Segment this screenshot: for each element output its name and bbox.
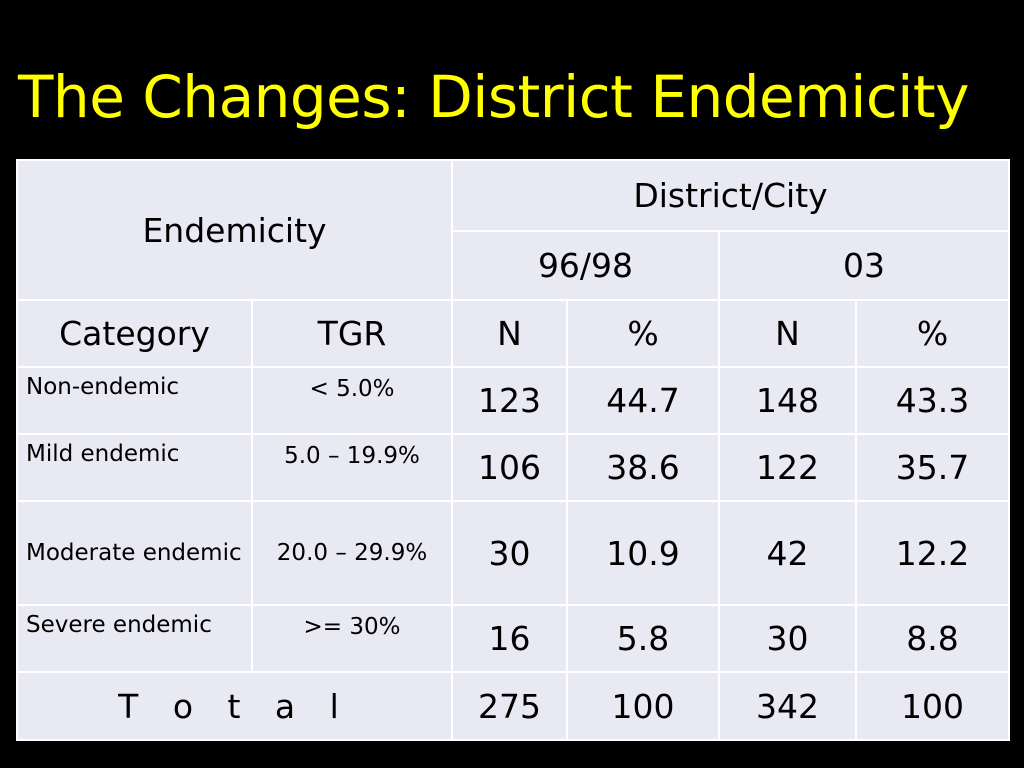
col-category: Category [16, 299, 253, 368]
row-category: Moderate endemic [16, 500, 253, 606]
row-n-96-98: 123 [451, 366, 568, 435]
total-label: T o t a l [16, 671, 453, 741]
header-period-96-98: 96/98 [451, 230, 720, 301]
col-pct-96-98: % [566, 299, 720, 368]
total-n-03: 342 [718, 671, 857, 741]
table-row: Non-endemic < 5.0% 123 44.7 148 43.3 [16, 366, 1011, 435]
row-pct-03: 8.8 [854, 604, 1011, 673]
total-row: T o t a l 275 100 342 100 [16, 671, 1011, 741]
total-pct-96-98: 100 [566, 671, 720, 741]
row-tgr: 20.0 – 29.9% [251, 500, 453, 606]
row-n-03: 30 [718, 604, 857, 673]
row-tgr: 5.0 – 19.9% [251, 433, 453, 502]
total-pct-03: 100 [854, 671, 1011, 741]
row-pct-96-98: 44.7 [566, 366, 720, 435]
table-row: Mild endemic 5.0 – 19.9% 106 38.6 122 35… [16, 433, 1011, 502]
row-n-03: 122 [718, 433, 857, 502]
total-n-96-98: 275 [451, 671, 568, 741]
row-n-96-98: 30 [451, 500, 568, 606]
row-pct-03: 12.2 [854, 500, 1011, 606]
row-tgr: < 5.0% [251, 366, 453, 435]
row-pct-03: 43.3 [854, 366, 1011, 435]
endemicity-table: Endemicity District/City 96/98 03 Catego… [16, 159, 1011, 741]
header-row-1: Endemicity District/City [16, 159, 1011, 301]
table-row: Severe endemic >= 30% 16 5.8 30 8.8 [16, 604, 1011, 673]
col-n-03: N [718, 299, 857, 368]
table-row: Moderate endemic 20.0 – 29.9% 30 10.9 42… [16, 500, 1011, 606]
header-endemicity: Endemicity [16, 159, 453, 301]
row-tgr: >= 30% [251, 604, 453, 673]
column-header-row: Category TGR N % N % [16, 299, 1011, 368]
row-category: Mild endemic [16, 433, 253, 502]
row-n-03: 42 [718, 500, 857, 606]
row-category: Severe endemic [16, 604, 253, 673]
header-district-city: District/City [450, 159, 1011, 232]
row-pct-96-98: 5.8 [566, 604, 720, 673]
row-n-96-98: 106 [451, 433, 568, 502]
row-pct-96-98: 10.9 [566, 500, 720, 606]
col-pct-03: % [854, 299, 1011, 368]
row-category: Non-endemic [16, 366, 253, 435]
row-pct-03: 35.7 [854, 433, 1011, 502]
col-n-96-98: N [451, 299, 568, 368]
row-n-03: 148 [718, 366, 857, 435]
slide-title: The Changes: District Endemicity [18, 63, 969, 131]
header-period-03: 03 [717, 230, 1011, 301]
row-n-96-98: 16 [451, 604, 568, 673]
header-row-2: 96/98 03 [17, 230, 1011, 301]
col-tgr: TGR [251, 299, 453, 368]
row-pct-96-98: 38.6 [566, 433, 720, 502]
